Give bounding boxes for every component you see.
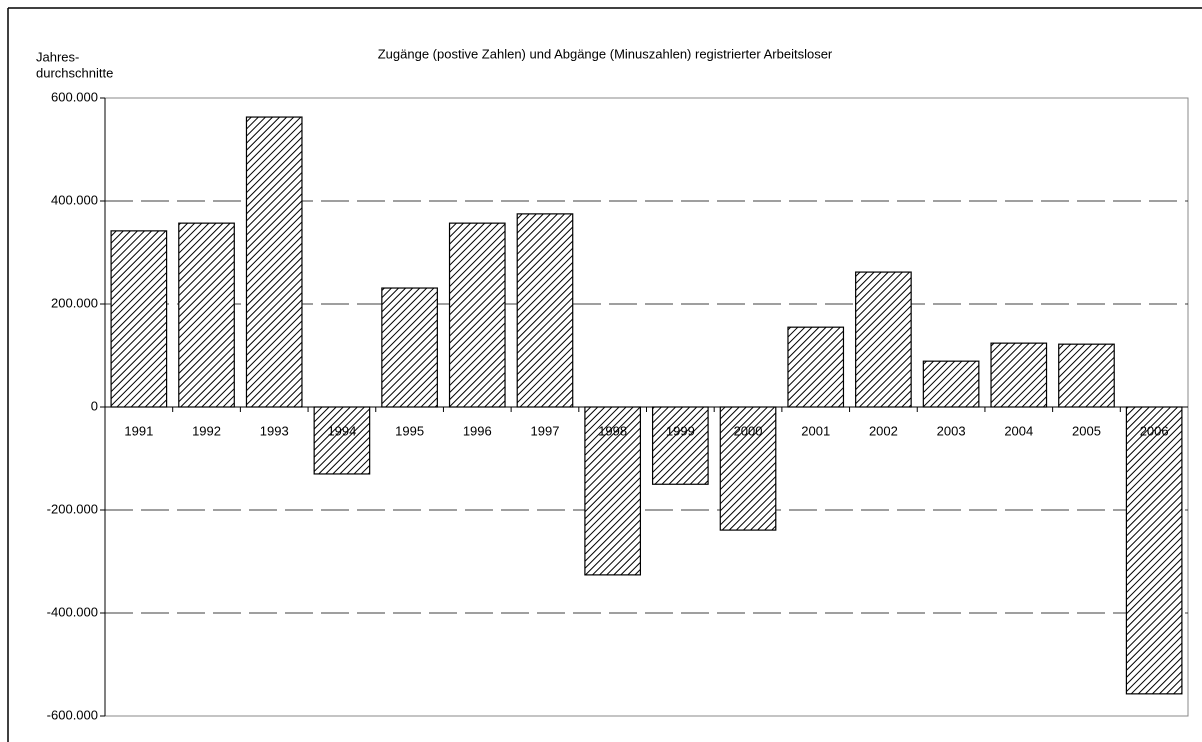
bar — [178, 222, 235, 408]
chart-title: Zugänge (postive Zahlen) und Abgänge (Mi… — [378, 46, 833, 61]
bar — [448, 222, 506, 408]
x-tick-label: 1993 — [260, 423, 289, 438]
bar — [787, 326, 845, 408]
x-tick-label: 2000 — [734, 423, 763, 438]
y-axis-label: Jahres- — [36, 49, 79, 64]
x-tick-label: 2002 — [869, 423, 898, 438]
x-tick-label: 1994 — [327, 423, 356, 438]
bar — [381, 287, 438, 408]
x-tick-label: 2003 — [937, 423, 966, 438]
bar — [990, 342, 1048, 408]
x-tick-label: 1997 — [531, 423, 560, 438]
x-tick-label: 1995 — [395, 423, 424, 438]
bar — [855, 271, 912, 408]
y-tick-label: 400.000 — [51, 192, 98, 207]
bar — [719, 406, 777, 531]
y-tick-label: -200.000 — [47, 501, 98, 516]
x-tick-label: 2005 — [1072, 423, 1101, 438]
x-tick-label: 1992 — [192, 423, 221, 438]
x-tick-label: 2004 — [1004, 423, 1033, 438]
x-tick-label: 2001 — [801, 423, 830, 438]
bar — [516, 213, 574, 408]
y-tick-label: 0 — [91, 398, 98, 413]
x-tick-label: 2006 — [1140, 423, 1169, 438]
x-tick-label: 1996 — [463, 423, 492, 438]
y-tick-label: 600.000 — [51, 89, 98, 104]
bar — [245, 116, 303, 408]
x-tick-label: 1998 — [598, 423, 627, 438]
y-tick-label: -400.000 — [47, 604, 98, 619]
bar — [651, 406, 709, 485]
bar — [1125, 406, 1183, 695]
y-tick-label: 200.000 — [51, 295, 98, 310]
bar — [313, 406, 371, 475]
y-axis-label: durchschnitte — [36, 65, 113, 80]
y-tick-label: -600.000 — [47, 707, 98, 722]
bar — [110, 230, 168, 408]
x-tick-label: 1991 — [124, 423, 153, 438]
bar — [1058, 343, 1115, 408]
bar — [584, 406, 642, 576]
bar — [922, 360, 980, 408]
x-tick-label: 1999 — [666, 423, 695, 438]
